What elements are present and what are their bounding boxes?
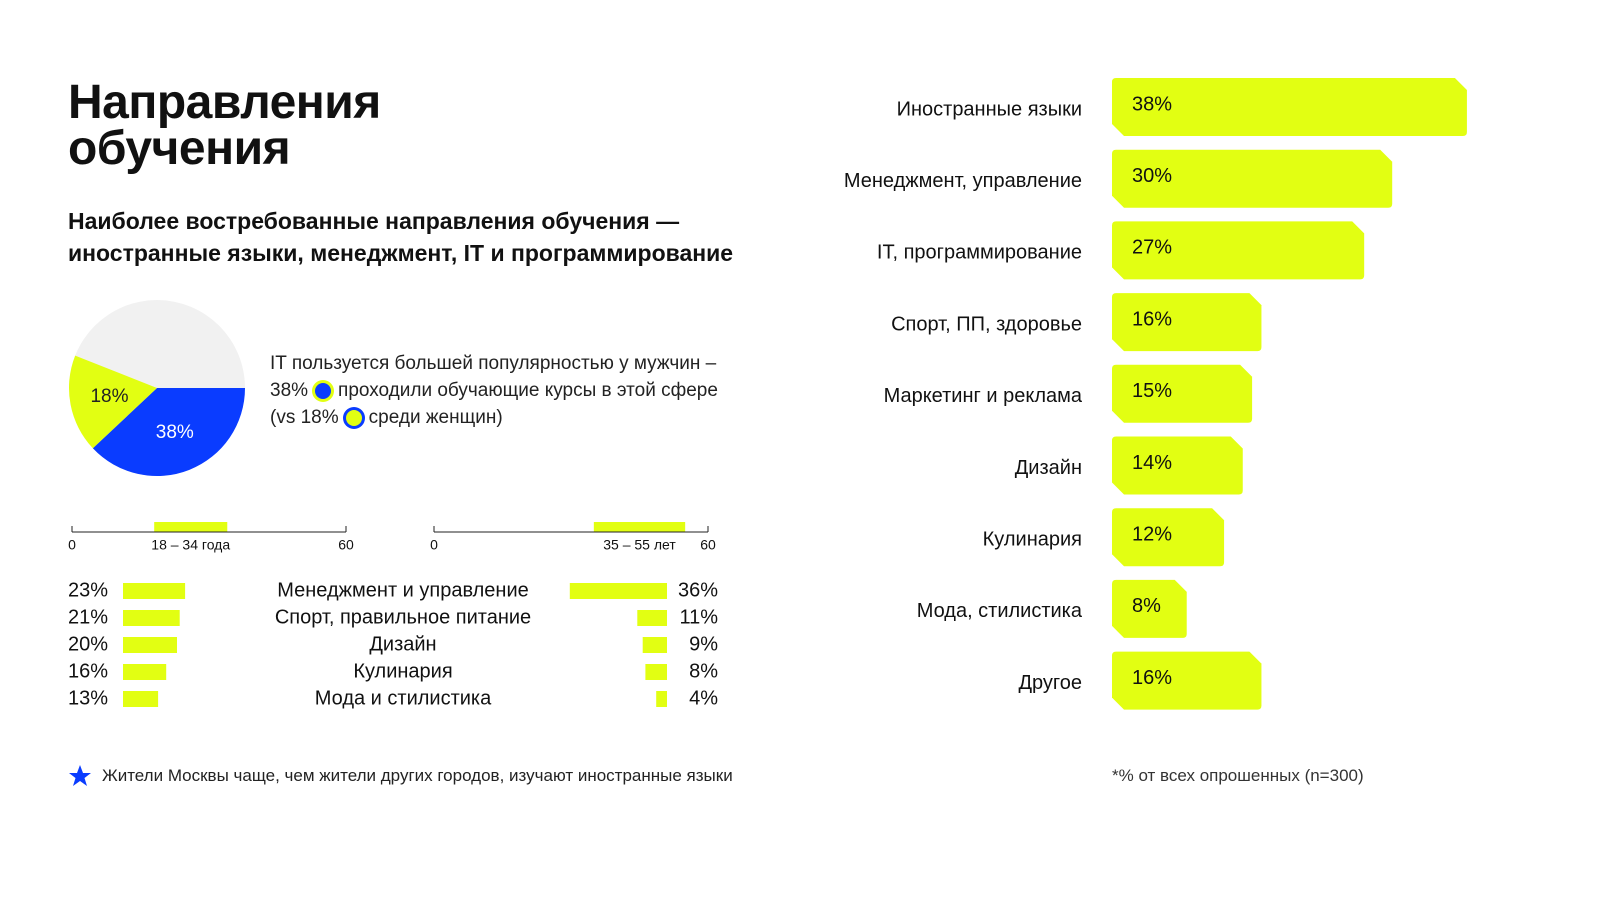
value-label: 8% [689, 660, 718, 682]
bar [1112, 149, 1393, 208]
pie-label: 18% [90, 386, 128, 407]
value-label: 16% [1132, 308, 1172, 330]
footnote: *% от всех опрошенных (n=300) [1112, 766, 1364, 785]
bar [123, 583, 186, 599]
value-label: 14% [1132, 452, 1172, 474]
bar [1112, 293, 1262, 352]
value-label: 36% [678, 579, 718, 601]
note-text: проходили обучающие курсы в этой сфере (… [270, 380, 718, 428]
bar [1112, 364, 1253, 423]
category-label: Спорт, ПП, здоровье [891, 313, 1082, 335]
value-label: 15% [1132, 380, 1172, 402]
x-tick-label: 0 [68, 537, 76, 553]
value-label: 21% [68, 606, 108, 628]
category-label: IT, программирование [877, 242, 1082, 264]
range-highlight [154, 522, 228, 532]
x-tick-label: 60 [700, 537, 716, 553]
value-label: 30% [1132, 165, 1172, 187]
bar [645, 664, 667, 680]
category-label: Менеджмент и управление [277, 579, 529, 601]
category-label: Дизайн [1015, 457, 1082, 479]
value-label: 12% [1132, 523, 1172, 545]
x-tick-label: 0 [430, 537, 438, 553]
category-label: Кулинария [983, 528, 1082, 550]
value-label: 16% [68, 660, 108, 682]
note-text: IT пользуется большей популярностью у му… [270, 353, 717, 401]
value-label: 23% [68, 579, 108, 601]
bar [569, 583, 667, 599]
star-icon [69, 765, 91, 786]
category-label: Менеджмент, управление [844, 170, 1082, 192]
pie-note: IT пользуется большей популярностью у му… [270, 350, 740, 431]
x-tick-label: 60 [338, 537, 354, 553]
value-label: 8% [1132, 595, 1161, 617]
category-label: Мода, стилистика [917, 600, 1083, 622]
page-title: Направления обучения [68, 76, 381, 175]
bar [1112, 221, 1365, 280]
range-highlight [593, 522, 686, 532]
pie-slice [92, 388, 245, 476]
value-label: 13% [68, 687, 108, 709]
bar [1112, 579, 1187, 638]
value-label: 20% [68, 633, 108, 655]
bar [642, 637, 667, 653]
value-label: 16% [1132, 667, 1172, 689]
star-note-text: Жители Москвы чаще, чем жители других го… [102, 766, 733, 785]
bar [1112, 436, 1243, 495]
subtitle: иностранные языки, менеджмент, IT и прог… [68, 240, 734, 266]
female-icon [342, 406, 365, 429]
value-label: 11% [679, 606, 718, 628]
category-label: Иностранные языки [897, 98, 1082, 120]
category-label: Кулинария [353, 660, 452, 682]
range-label: 18 – 34 года [151, 537, 230, 553]
value-label: 9% [689, 633, 718, 655]
category-label: Маркетинг и реклама [884, 385, 1083, 407]
bar [123, 691, 159, 707]
category-label: Спорт, правильное питание [275, 606, 531, 628]
value-label: 4% [689, 687, 718, 709]
range-label: 35 – 55 лет [603, 537, 676, 553]
value-label: 38% [1132, 93, 1172, 115]
bar [123, 664, 167, 680]
bar [637, 610, 667, 626]
bar [1112, 508, 1225, 567]
bar [1112, 651, 1262, 710]
male-icon [312, 379, 335, 402]
bar [123, 637, 177, 653]
pie-label: 38% [156, 422, 194, 443]
subtitle: Наиболее востребованные направления обуч… [68, 208, 680, 234]
bar [656, 691, 667, 707]
bar [123, 610, 180, 626]
value-label: 27% [1132, 237, 1172, 259]
category-label: Дизайн [369, 633, 436, 655]
note-text: среди женщин) [368, 407, 503, 428]
star-note: Жители Москвы чаще, чем жители других го… [68, 764, 733, 788]
category-label: Мода и стилистика [315, 687, 492, 709]
pie-slice [69, 355, 157, 449]
category-label: Другое [1018, 672, 1082, 694]
bar [1112, 78, 1467, 136]
